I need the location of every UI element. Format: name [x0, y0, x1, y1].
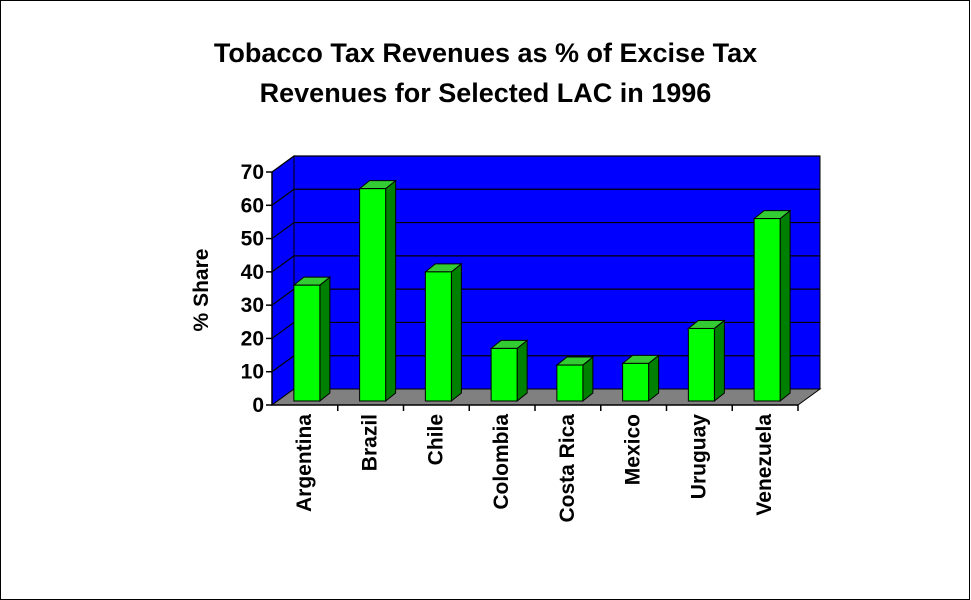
- bar-colombia: [489, 339, 529, 403]
- axes: [266, 171, 799, 411]
- bar-chile: [423, 262, 463, 403]
- x-tick-label: Venezuela: [753, 414, 776, 516]
- y-tick-label: 50: [241, 228, 264, 251]
- bar-uruguay: [686, 319, 726, 403]
- bars: [292, 179, 792, 403]
- side-wall: [271, 155, 295, 406]
- x-tick-label: Chile: [424, 414, 447, 465]
- y-tick-label: 60: [241, 194, 264, 217]
- gridline: [271, 255, 820, 273]
- bar-front: [556, 364, 584, 402]
- floor: [270, 388, 822, 406]
- bar-side: [450, 262, 462, 403]
- bar-front: [359, 188, 387, 402]
- y-tick-label: 30: [241, 294, 264, 317]
- bar-argentina: [292, 276, 332, 403]
- chart-title-line-1: Tobacco Tax Revenues as % of Excise Tax: [213, 38, 758, 68]
- y-tick-label: 10: [241, 361, 264, 384]
- bar-venezuela: [752, 209, 792, 403]
- bar-front: [622, 362, 650, 402]
- bar-side: [516, 339, 528, 403]
- bar-front: [687, 327, 715, 402]
- y-tick-labels: 0 10 20 30 40 50 60 70: [241, 161, 264, 417]
- bar-mexico: [621, 354, 661, 403]
- bar-side: [713, 319, 725, 403]
- bar-side: [385, 179, 397, 403]
- bar-side: [779, 209, 791, 403]
- bar-brazil: [358, 179, 398, 403]
- bar-chart: 0 10 20 30 40 50 60 70 Argentina Brazil Chile Colo…: [190, 155, 822, 523]
- x-tick-label: Mexico: [622, 414, 645, 485]
- gridline: [271, 155, 820, 173]
- bar-front: [293, 284, 321, 402]
- bar-front: [753, 218, 781, 402]
- y-tick-label: 20: [241, 327, 264, 350]
- x-tick-label: Argentina: [293, 414, 316, 512]
- x-tick-label: Uruguay: [687, 414, 710, 500]
- x-tick-label: Colombia: [490, 414, 513, 510]
- x-tick-label: Costa Rica: [556, 414, 579, 523]
- bar-front: [424, 271, 452, 402]
- gridline: [271, 221, 820, 240]
- bar-front: [490, 347, 518, 402]
- bar-side: [319, 276, 331, 403]
- x-tick-label: Brazil: [359, 414, 382, 471]
- y-axis-label: % Share: [190, 249, 213, 332]
- bar-costa-rica: [555, 356, 595, 403]
- plot-walls: [270, 155, 822, 406]
- y-tick-label: 70: [241, 161, 264, 184]
- y-tick-label: 0: [252, 394, 264, 417]
- chart-title-line-2: Revenues for Selected LAC in 1996: [259, 78, 712, 108]
- x-tick-labels: Argentina Brazil Chile Colombia Costa Rica Me…: [293, 414, 776, 523]
- chart-title: Tobacco Tax Revenues as % of Excise Tax …: [0, 33, 971, 113]
- y-tick-label: 40: [241, 261, 264, 284]
- gridline: [271, 188, 820, 206]
